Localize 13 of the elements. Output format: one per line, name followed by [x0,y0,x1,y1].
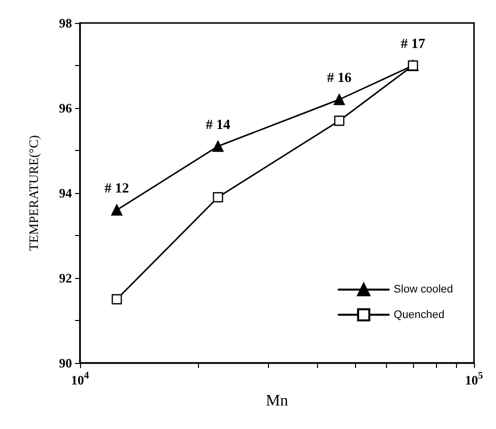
annotation: # 16 [327,71,352,86]
y-tick-label: 90 [59,356,72,370]
y-tick-label: 94 [59,186,72,200]
legend-label: Quenched [394,308,444,321]
y-tick-label: 92 [59,270,72,286]
y-axis-title: TEMPERATURE(°C) [26,135,41,251]
annotation: # 17 [400,37,426,52]
x-axis-title: Mn [266,392,288,410]
y-tick-label: 98 [59,16,72,30]
annotation: # 14 [206,118,230,133]
y-tick-label: 96 [59,100,72,116]
legend-label: Slow cooled [394,284,454,296]
annotation: # 12 [104,182,130,196]
